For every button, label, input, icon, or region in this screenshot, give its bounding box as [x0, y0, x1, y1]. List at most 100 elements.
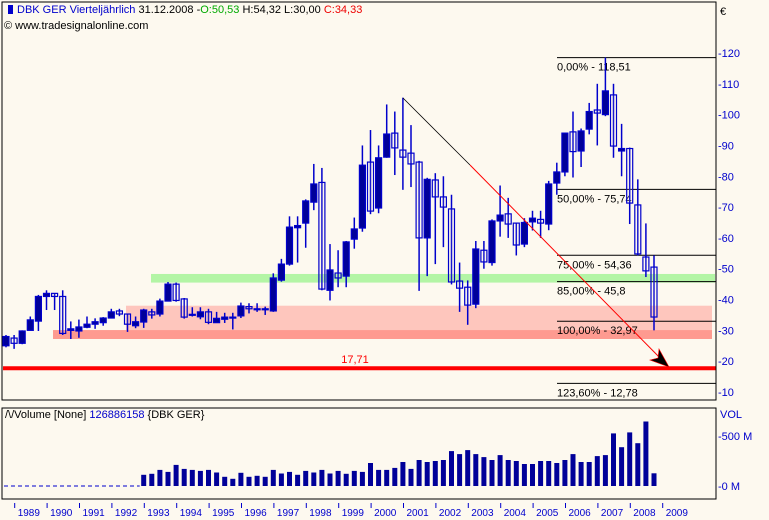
candle-body	[431, 179, 439, 198]
candle-body	[423, 178, 431, 239]
year-label: 2000	[374, 508, 397, 519]
candle-body	[107, 311, 115, 319]
candle	[650, 255, 658, 331]
volume-bar	[554, 463, 560, 486]
candle	[229, 312, 237, 330]
candle-body	[350, 228, 358, 240]
green-zone	[151, 273, 715, 283]
candle	[577, 128, 585, 168]
volume-bar	[335, 470, 341, 486]
candle-body	[10, 337, 18, 344]
candle	[180, 297, 188, 319]
candle-body	[318, 181, 326, 290]
candle	[601, 57, 610, 117]
year-label: 2006	[569, 508, 592, 519]
candle	[342, 240, 350, 288]
candle-body	[91, 321, 99, 325]
copyright-label: © www.tradesignalonline.com	[4, 20, 149, 32]
volume-bar	[497, 455, 503, 486]
volume-bar	[416, 460, 422, 486]
price-tick-label: -80	[718, 171, 734, 183]
volume-bar	[287, 471, 292, 486]
candle-body	[342, 241, 350, 277]
fibonacci-label: 123,60% - 12,78	[557, 387, 638, 399]
candle-body	[164, 283, 172, 302]
volume-bar	[392, 467, 398, 486]
candle-body	[172, 283, 180, 302]
volume-bar	[222, 476, 228, 486]
high-low-value: H:54,32 L:30,00	[242, 4, 321, 16]
volume-bar	[473, 454, 479, 486]
year-label: 1999	[342, 508, 365, 519]
price-tick-label: -30	[718, 325, 734, 337]
candle-body	[115, 310, 124, 315]
volume-bar	[149, 473, 155, 486]
volume-bar	[230, 478, 236, 486]
candle	[520, 218, 529, 248]
candle-body	[617, 147, 626, 152]
candle-body	[269, 277, 277, 312]
candle	[536, 210, 545, 238]
volume-bar	[173, 464, 179, 486]
volume-bar	[189, 469, 195, 486]
candle-body	[456, 280, 464, 289]
trendline-segment	[469, 164, 667, 365]
year-label: 1997	[277, 508, 300, 519]
candle-body	[2, 335, 10, 347]
year-label: 1998	[309, 508, 332, 519]
candle	[59, 290, 67, 335]
price-tick-label: -120	[718, 48, 740, 60]
candle	[277, 258, 285, 282]
fibonacci-label: 0,00% - 118,51	[557, 62, 631, 74]
candle	[609, 83, 618, 158]
year-label: 1993	[147, 508, 170, 519]
volume-bar	[311, 472, 317, 486]
volume-title[interactable]: Volume [None]	[14, 409, 87, 421]
volume-bar	[635, 443, 641, 486]
candle-body	[399, 149, 407, 158]
candle-body	[188, 313, 196, 316]
candle	[269, 273, 277, 312]
year-label: 2005	[536, 508, 559, 519]
price-tick-label: -50	[718, 264, 734, 276]
candle-body	[358, 164, 366, 229]
price-tick-label: -60	[718, 233, 734, 245]
candle	[617, 123, 626, 177]
candle-body	[553, 171, 561, 184]
volume-bar	[327, 473, 333, 486]
volume-bar	[262, 476, 268, 486]
candle-body	[99, 317, 107, 324]
candle	[472, 240, 480, 309]
volume-bar	[424, 462, 430, 486]
price-tick-label: -10	[718, 387, 734, 399]
candle	[302, 199, 310, 248]
fibonacci-label: 85,00% - 45,8	[557, 286, 626, 298]
candle-body	[59, 295, 67, 335]
candle	[326, 244, 334, 301]
candle	[294, 216, 302, 263]
candle-body	[480, 249, 488, 263]
candle-body	[123, 313, 132, 325]
volume-tick-label: -500 M	[718, 431, 752, 443]
candle	[415, 160, 423, 291]
candle	[26, 316, 34, 331]
volume-bar	[359, 471, 365, 486]
candle	[585, 102, 593, 135]
candle-body	[545, 183, 553, 225]
candle-body	[302, 200, 310, 224]
candle-body	[245, 306, 253, 310]
year-label: 2004	[504, 508, 527, 519]
price-tick-label: -110	[718, 79, 739, 91]
candle	[172, 282, 180, 302]
candle-body	[326, 269, 334, 291]
candle	[83, 316, 91, 329]
volume-bar	[303, 470, 309, 486]
volume-bar	[546, 461, 552, 486]
candle	[391, 111, 399, 176]
candle-body	[642, 256, 650, 272]
candle-body	[285, 226, 294, 265]
symbol-title[interactable]: DBK GER Vierteljährlich	[17, 4, 136, 16]
candle	[561, 132, 569, 177]
candle-body	[148, 311, 156, 316]
